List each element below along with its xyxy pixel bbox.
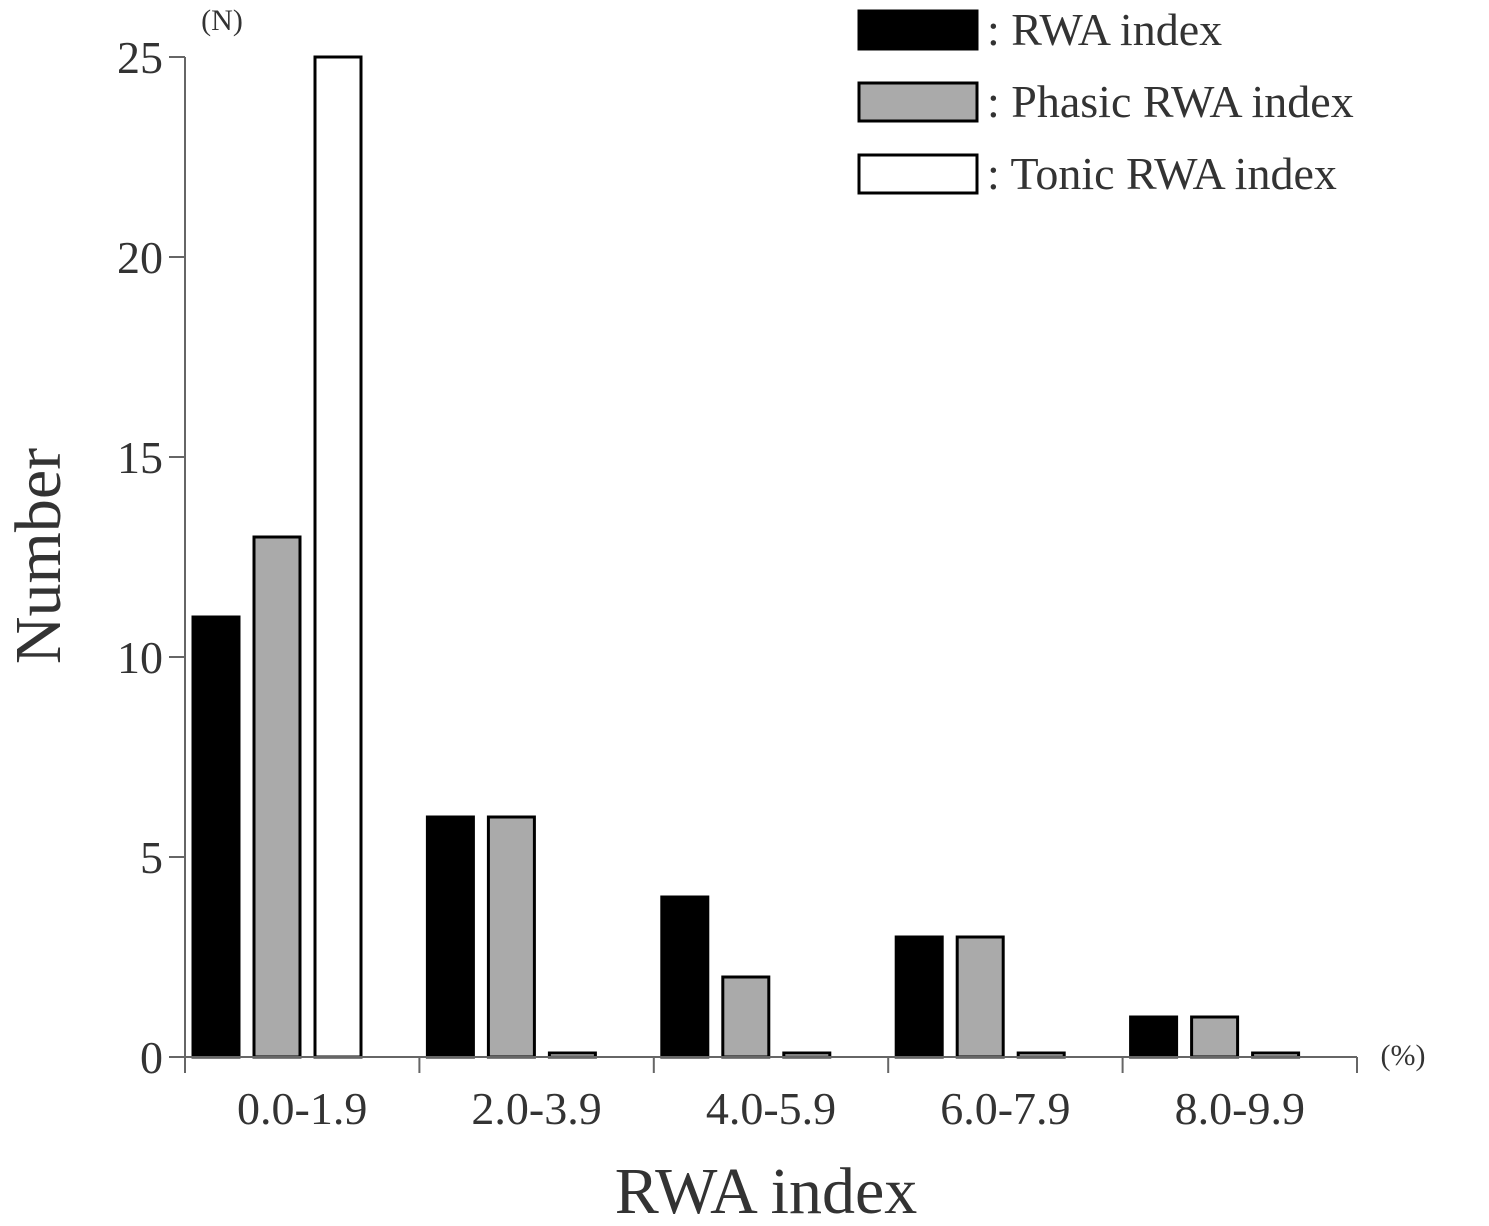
bar-phasic-1 bbox=[252, 535, 302, 1059]
bar-phasic-5 bbox=[1190, 1015, 1240, 1059]
bar-rwa-4 bbox=[894, 935, 944, 1059]
legend-label-phasic: : Phasic RWA index bbox=[987, 76, 1354, 127]
legend-swatch-phasic bbox=[857, 81, 979, 123]
plot-bars bbox=[191, 55, 1301, 1059]
y-axis-title: Number bbox=[2, 448, 75, 664]
x-tick-label: 0.0-1.9 bbox=[237, 1083, 367, 1134]
y-tick-label: 20 bbox=[117, 232, 163, 283]
legend-swatch-rwa bbox=[857, 9, 979, 51]
bar-rwa-5 bbox=[1129, 1015, 1179, 1059]
x-tick-label: 4.0-5.9 bbox=[706, 1083, 836, 1134]
y-tick-label: 25 bbox=[117, 32, 163, 83]
y-tick-label: 15 bbox=[117, 432, 163, 483]
x-tick-label: 8.0-9.9 bbox=[1175, 1083, 1305, 1134]
bar-rwa-1 bbox=[191, 615, 241, 1059]
bar-rwa-3 bbox=[660, 895, 710, 1059]
bar-tonic-1 bbox=[313, 55, 363, 1059]
y-tick-label: 0 bbox=[140, 1032, 163, 1083]
bar-phasic-4 bbox=[955, 935, 1005, 1059]
legend-label-rwa: : RWA index bbox=[987, 4, 1222, 55]
legend: : RWA index : Phasic RWA index : Tonic R… bbox=[857, 4, 1354, 199]
x-tick-label: 2.0-3.9 bbox=[471, 1083, 601, 1134]
axes: 0 5 10 15 20 25 0.0-1.9 2.0-3.9 4.0-5.9 6.0-7.9 8.… bbox=[117, 32, 1358, 1134]
bar-phasic-2 bbox=[486, 815, 536, 1059]
x-axis-title: RWA index bbox=[615, 1155, 918, 1226]
legend-label-tonic: : Tonic RWA index bbox=[987, 148, 1337, 199]
x-unit-label: (%) bbox=[1381, 1039, 1426, 1072]
y-tick-label: 5 bbox=[140, 832, 163, 883]
y-tick-label: 10 bbox=[117, 632, 163, 683]
bar-phasic-3 bbox=[721, 975, 771, 1059]
legend-swatch-tonic bbox=[857, 153, 979, 195]
x-tick-label: 6.0-7.9 bbox=[940, 1083, 1070, 1134]
bar-rwa-2 bbox=[425, 815, 475, 1059]
y-unit-label: (N) bbox=[201, 4, 243, 37]
